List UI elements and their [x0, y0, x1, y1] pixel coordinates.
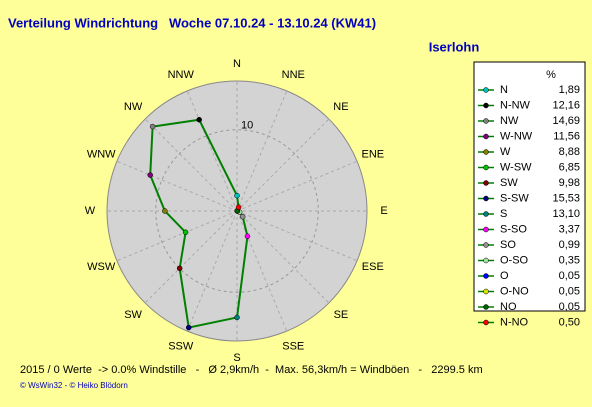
point: [235, 204, 242, 210]
spoke: [236, 210, 288, 332]
spoke: [236, 160, 358, 212]
direction-label: NNW: [168, 69, 195, 81]
direction-label: WSW: [87, 261, 116, 273]
legend-marker: [483, 164, 489, 171]
spoke: [236, 90, 288, 212]
legend-label: NO: [500, 301, 517, 313]
direction-label: NW: [124, 101, 143, 113]
legend-label: O: [500, 270, 509, 282]
direction-label: WNW: [87, 149, 116, 161]
legend-marker: [483, 180, 489, 186]
point: [162, 208, 168, 214]
legend-label: SW: [500, 177, 518, 189]
point: [244, 233, 251, 240]
legend-label: O-NO: [500, 285, 529, 297]
direction-label: SW: [124, 309, 142, 321]
legend-value: 11,56: [553, 130, 580, 142]
direction-label: S: [233, 352, 240, 364]
legend-marker: [483, 133, 489, 140]
legend-marker: [483, 149, 489, 155]
legend-label: S-SO: [500, 223, 527, 235]
legend-value: 15,53: [552, 192, 580, 204]
legend-label: N-NO: [500, 316, 529, 328]
footer: 2015 / 0 Werte -> 0.0% Windstille - Ø 2,…: [20, 364, 483, 376]
legend-marker: [483, 226, 489, 233]
legend-label: W: [500, 146, 511, 158]
point: [176, 265, 183, 272]
legend-value: 0,05: [559, 301, 580, 313]
legend-value: 0,50: [559, 316, 580, 328]
direction-label: E: [380, 205, 387, 217]
legend-marker: [483, 304, 489, 310]
point: [239, 213, 246, 220]
legend-marker: [483, 195, 489, 202]
legend-marker: [483, 257, 489, 264]
spoke: [186, 90, 238, 212]
legend-value: 9,98: [559, 177, 580, 189]
spoke: [236, 210, 330, 304]
legend-label: NW: [500, 115, 519, 127]
legend-marker: [483, 102, 489, 109]
direction-label: ENE: [361, 149, 384, 161]
point: [185, 324, 192, 331]
legend-label: N: [500, 84, 508, 96]
legend-label: S-SW: [500, 192, 529, 204]
legend-label: W-SW: [500, 161, 532, 173]
chart-title: Verteilung Windrichtung Woche 07.10.24 -…: [8, 15, 376, 30]
spoke: [144, 118, 238, 212]
legend-value: 13,10: [552, 208, 580, 220]
spoke: [236, 118, 330, 212]
point: [234, 314, 240, 321]
spoke: [144, 210, 238, 304]
direction-label: SSE: [282, 341, 304, 353]
chart-subtitle: Iserlohn: [429, 39, 480, 54]
legend-label: O-SO: [500, 254, 529, 266]
spoke: [116, 160, 238, 212]
legend-value: 0,05: [559, 270, 580, 282]
point: [147, 172, 153, 178]
legend-label: S: [500, 208, 507, 220]
point: [182, 229, 189, 236]
legend-label: W-NW: [500, 130, 533, 142]
direction-label: SSW: [168, 341, 194, 353]
point: [234, 192, 240, 199]
legend-value: 0,99: [559, 239, 580, 251]
legend-value: 8,88: [559, 146, 580, 158]
copyright: © WsWin32 - © Heiko Blödorn: [20, 381, 128, 390]
spoke: [116, 210, 238, 262]
legend-marker: [483, 87, 489, 93]
legend-value: 12,16: [552, 99, 580, 111]
direction-label: ESE: [362, 261, 384, 273]
spoke: [186, 210, 238, 332]
legend-value: 3,37: [559, 223, 580, 235]
legend-marker: [483, 242, 489, 248]
direction-label: N: [233, 58, 241, 70]
legend-marker: [483, 288, 489, 295]
point: [149, 123, 156, 130]
legend-label: N-NW: [500, 99, 531, 111]
direction-label: NE: [333, 101, 348, 113]
r-tick-label: 10: [241, 120, 253, 132]
legend-label: SO: [500, 239, 516, 251]
spoke: [236, 210, 358, 262]
legend-marker: [483, 273, 489, 279]
legend-marker: [483, 211, 489, 217]
grid-ring: [155, 129, 319, 293]
direction-label: NNE: [282, 69, 305, 81]
legend-box: [473, 61, 586, 312]
legend-header: %: [546, 69, 556, 81]
legend-value: 0,35: [559, 254, 580, 266]
direction-label: SE: [334, 309, 349, 321]
point: [196, 116, 202, 123]
legend-value: 14,69: [552, 115, 580, 127]
legend-marker: [483, 319, 489, 326]
legend-value: 0,05: [559, 285, 580, 297]
legend-value: 1,89: [559, 84, 580, 96]
legend-marker: [483, 118, 489, 124]
legend-value: 6,85: [559, 161, 580, 173]
direction-label: W: [85, 205, 96, 217]
